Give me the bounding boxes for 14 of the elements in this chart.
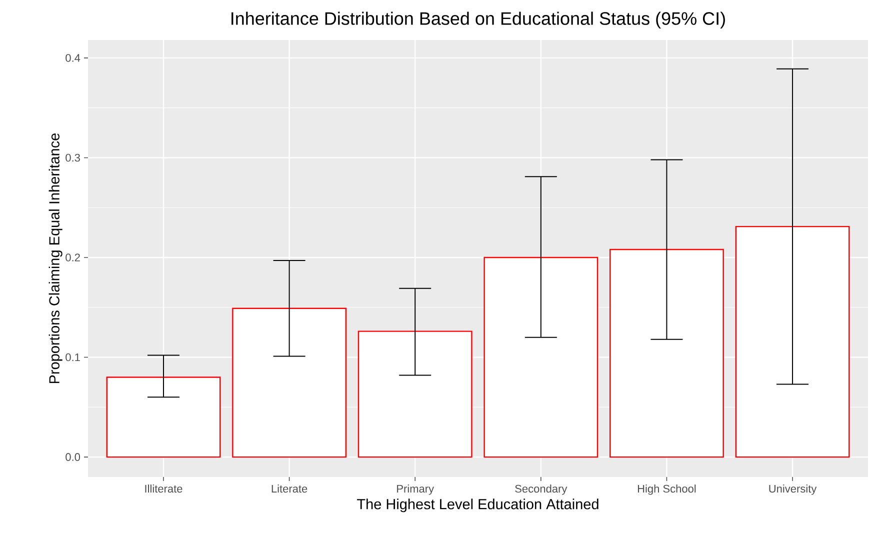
y-tick-label: 0.0: [66, 453, 80, 461]
x-tick-label: Secondary: [515, 484, 568, 495]
y-tick-label: 0.3: [66, 154, 80, 162]
chart-title: Inheritance Distribution Based on Educational Status (95% CI): [232, 12, 725, 28]
y-tick-label: 0.2: [66, 254, 80, 262]
y-tick-label: 0.4: [66, 54, 80, 62]
x-tick-label: Literate: [272, 484, 308, 493]
x-tick-label: Primary: [397, 484, 434, 495]
x-axis-title: The Highest Level Education Attained: [357, 498, 598, 512]
y-axis-title: Proportions Claiming Equal Inheritance: [48, 133, 62, 384]
x-tick-label: Illiterate: [145, 484, 182, 493]
y-tick-label: 0.1: [66, 353, 80, 362]
x-tick-label: University: [769, 484, 817, 495]
x-tick-label: High School: [638, 484, 696, 495]
